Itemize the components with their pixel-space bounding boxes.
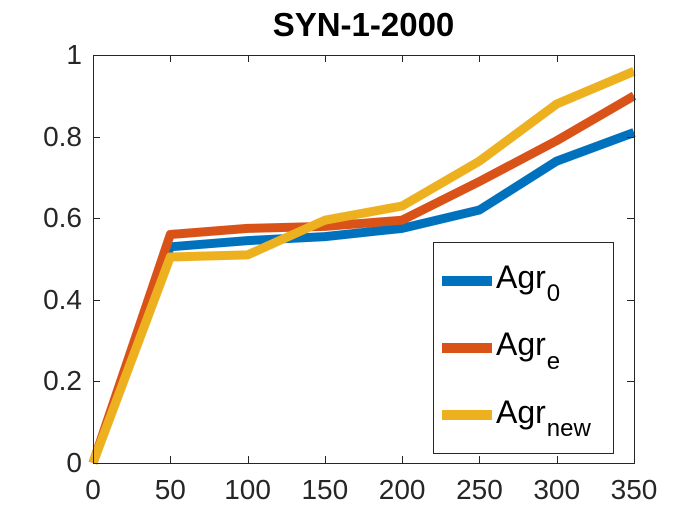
legend-swatch-agr-new xyxy=(442,410,492,421)
y-tick-label-0: 0 xyxy=(66,447,82,478)
x-tick-label-50: 50 xyxy=(154,474,186,505)
legend-swatch-agr-e xyxy=(442,342,492,353)
line-Agr_0 xyxy=(88,128,636,465)
legend-swatch-agr-0 xyxy=(442,275,492,286)
line-Agr_e xyxy=(88,91,637,465)
x-tick-label-200: 200 xyxy=(378,474,426,505)
x-tick-label-0: 0 xyxy=(85,474,101,505)
y-tick-label-1: 1 xyxy=(66,39,82,70)
legend-item-agr-e[interactable]: Agre xyxy=(442,326,613,375)
chart-title: SYN-1-2000 xyxy=(272,6,455,43)
x-tick-label-100: 100 xyxy=(224,474,271,505)
x-tick-label-300: 300 xyxy=(533,474,581,505)
legend-label-agr-e: Agre xyxy=(496,326,561,375)
legend-item-agr-new[interactable]: Agrnew xyxy=(442,393,613,443)
y-tick-label-0.4: 0.4 xyxy=(43,283,82,315)
legend[interactable]: Agr0 Agre Agrnew xyxy=(433,242,614,454)
axes-box xyxy=(93,55,635,464)
legend-label-agr-new: Agrnew xyxy=(496,393,591,443)
x-tick-label-150: 150 xyxy=(301,474,349,505)
legend-item-agr-0[interactable]: Agr0 xyxy=(442,258,613,308)
legend-label-agr-0: Agr0 xyxy=(496,258,561,308)
x-tick-label-350: 350 xyxy=(610,474,658,505)
line-Agr_new xyxy=(88,67,636,465)
y-tick-label-0.8: 0.8 xyxy=(43,120,82,152)
y-tick-label-0.2: 0.2 xyxy=(43,365,82,397)
y-tick-label-0.6: 0.6 xyxy=(43,202,82,234)
x-tick-label-250: 250 xyxy=(456,474,503,505)
